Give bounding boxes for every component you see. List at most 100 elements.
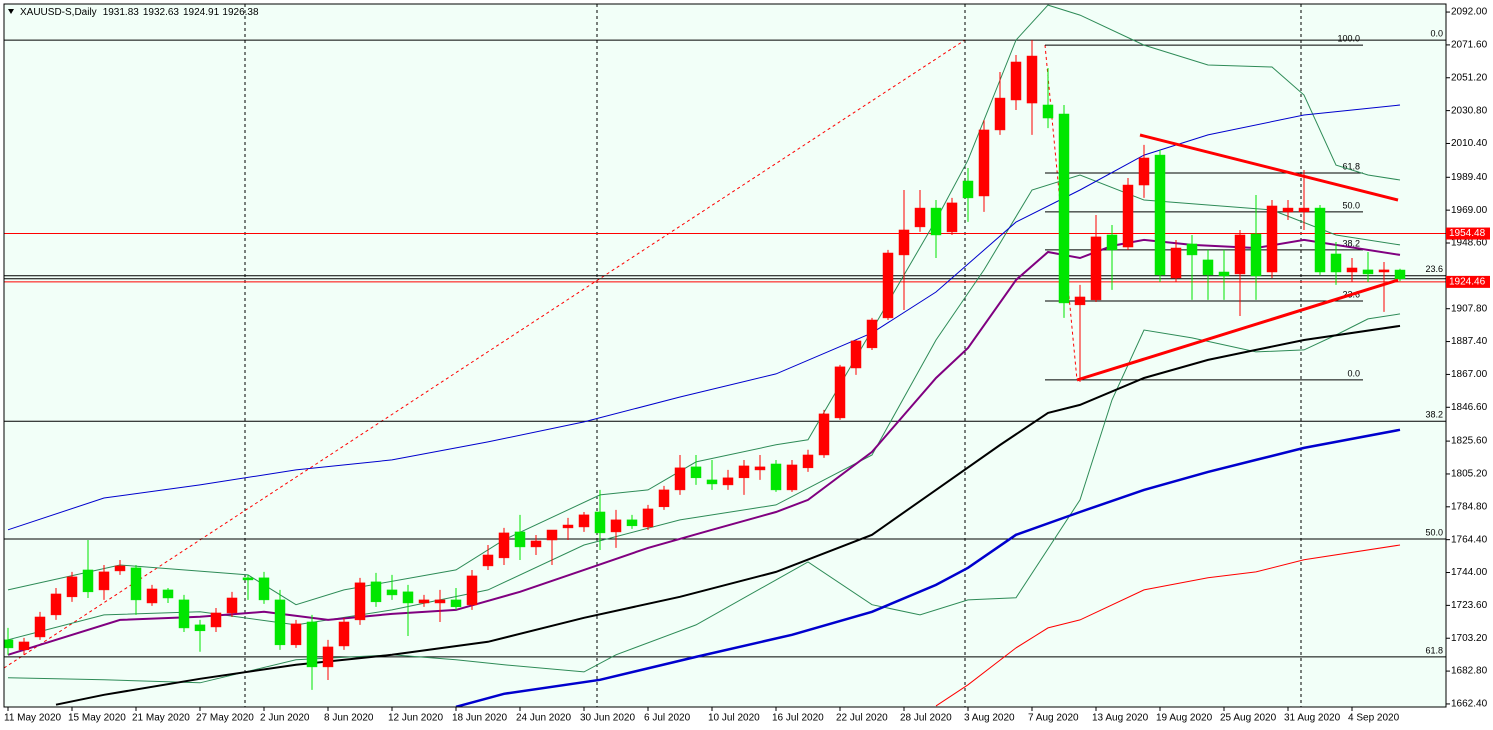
candle-body (930, 207, 942, 236)
candle-body (1314, 207, 1326, 273)
price-label-box (1446, 227, 1490, 240)
candle-body (162, 589, 174, 599)
candle-body (1378, 269, 1390, 273)
candle-body (34, 616, 46, 638)
axis-layer: 2092.00 2071.60 2051.20 2030.80 2010.40 1989.… (4, 7, 1490, 724)
x-tick-label: 16 Jul 2020 (772, 713, 824, 724)
candle-body (658, 489, 670, 508)
fibo-trend-line (4, 39, 966, 669)
y-tick-label: 1907.80 (1451, 303, 1488, 314)
candle-body (1010, 61, 1022, 101)
candle-body (402, 591, 414, 604)
candle-body (226, 597, 238, 614)
candle-body (434, 599, 446, 604)
price-label: 1954.48 (1449, 228, 1486, 239)
candle-body (290, 623, 302, 646)
fibo-level-label: 50.0 (1342, 200, 1360, 210)
candle-body (1122, 184, 1134, 248)
y-tick-label: 1764.40 (1451, 534, 1488, 545)
candle-body (1154, 154, 1166, 276)
candle-body (146, 588, 158, 604)
y-tick-label: 1662.40 (1451, 699, 1488, 710)
candle-body (610, 519, 622, 533)
x-tick-label: 30 Jun 2020 (580, 713, 635, 724)
candle-body (866, 319, 878, 349)
plot-layer: 0.023.638.250.061.8100.061.850.038.223.6… (4, 4, 1446, 707)
indicator-line (55, 324, 1401, 706)
candle-body (626, 519, 638, 527)
y-tick-label: 1969.00 (1451, 205, 1488, 216)
candle-body (98, 571, 110, 591)
candle-body (1282, 207, 1294, 213)
candle-body (274, 599, 286, 646)
candle-body (786, 464, 798, 491)
indicator-layer (7, 4, 1401, 707)
candle-body (82, 569, 94, 593)
drawing-layer (1076, 133, 1399, 382)
x-tick-label: 18 Jun 2020 (452, 713, 507, 724)
candle-body (546, 529, 558, 541)
candle-body (818, 413, 830, 456)
candle-body (578, 514, 590, 528)
candle-body (1170, 247, 1182, 279)
y-tick-label: 1867.00 (1451, 369, 1488, 380)
candle-body (418, 599, 430, 604)
x-tick-label: 15 May 2020 (68, 713, 126, 724)
candle-body (114, 565, 126, 572)
candle-body (1250, 233, 1262, 277)
candle-body (1218, 271, 1230, 277)
x-tick-label: 19 Aug 2020 (1156, 713, 1213, 724)
header-close: 1926.38 (222, 7, 259, 18)
candle-body (1298, 207, 1310, 213)
x-tick-label: 31 Aug 2020 (1284, 713, 1341, 724)
candle-body (802, 454, 814, 469)
header-high: 1932.63 (143, 7, 180, 18)
x-tick-label: 4 Sep 2020 (1348, 713, 1400, 724)
y-tick-label: 1989.40 (1451, 172, 1488, 183)
candle-body (722, 477, 734, 486)
fibo-level-label: 100.0 (1337, 33, 1360, 43)
x-tick-label: 24 Jun 2020 (516, 713, 571, 724)
candle-body (1362, 269, 1374, 275)
x-tick-label: 3 Aug 2020 (964, 713, 1015, 724)
candle-body (258, 577, 270, 601)
candle-body (1186, 243, 1198, 256)
y-tick-label: 1744.00 (1451, 567, 1488, 578)
candle-body (1202, 259, 1214, 276)
candle-body (994, 97, 1006, 131)
y-tick-label: 1805.20 (1451, 469, 1488, 480)
fibo-level-label: 61.8 (1342, 161, 1360, 171)
candle-body (50, 593, 62, 616)
candle-body (130, 567, 142, 601)
candle-body (898, 229, 910, 256)
header-arrow (8, 9, 14, 14)
candle-body (1330, 253, 1342, 273)
candle-body (530, 540, 542, 548)
x-tick-label: 10 Jul 2020 (708, 713, 760, 724)
candle-body (210, 612, 222, 628)
candle-body (322, 646, 334, 668)
y-tick-label: 1682.80 (1451, 666, 1488, 677)
candle-body (370, 581, 382, 603)
trend-line (1139, 133, 1399, 202)
candle-body (882, 252, 894, 319)
candle-body (1266, 205, 1278, 273)
fibo-level-label: 23.6 (1425, 264, 1443, 274)
candle-body (178, 599, 190, 629)
candle-body (1346, 267, 1358, 273)
trend-line (1076, 278, 1399, 382)
candle-body (1394, 269, 1406, 280)
candle-body (66, 576, 78, 598)
candle-body (1074, 296, 1086, 306)
candle-body (242, 577, 254, 581)
candle-body (498, 532, 510, 559)
candle-body (978, 129, 990, 197)
candle-body (1090, 236, 1102, 301)
candle-body (450, 599, 462, 608)
candle-body (914, 207, 926, 228)
candle-body (962, 180, 974, 199)
y-tick-label: 1846.60 (1451, 402, 1488, 413)
candle-body (1026, 55, 1038, 104)
fibo-level-label: 0.0 (1347, 368, 1360, 378)
